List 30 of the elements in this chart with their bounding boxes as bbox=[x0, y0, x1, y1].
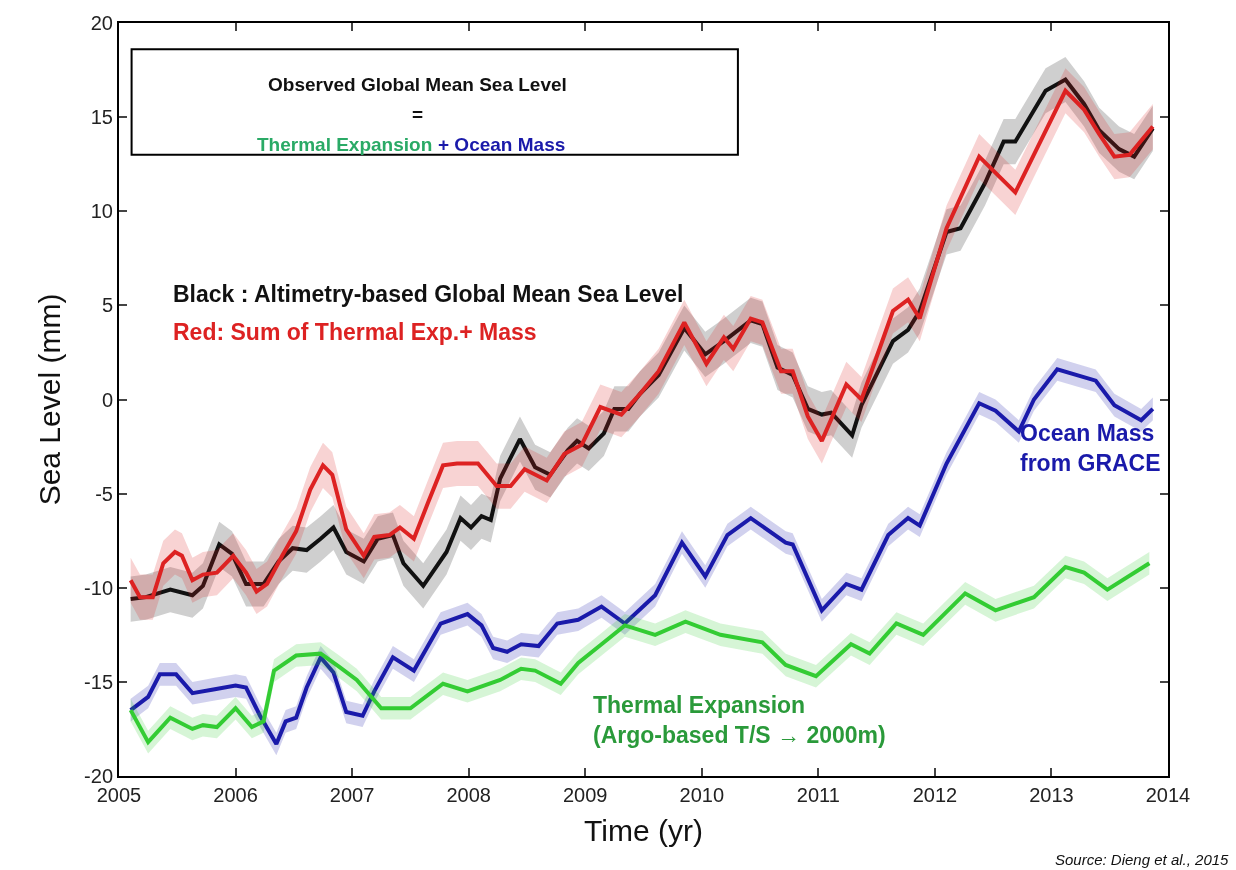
y-tick-label: 20 bbox=[90, 12, 113, 34]
y-tick-label: 0 bbox=[101, 388, 113, 411]
annotation: Thermal Expansion bbox=[257, 134, 433, 155]
annotation: + Ocean Mass bbox=[438, 134, 566, 155]
text: Red: Sum of Thermal Exp.+ Mass bbox=[173, 319, 537, 345]
x-tick-label: 2006 bbox=[213, 784, 258, 806]
annotation: Observed Global Mean Sea Level bbox=[268, 74, 567, 95]
y-tick-label: 5 bbox=[101, 294, 113, 317]
x-tick-label: 2012 bbox=[912, 784, 958, 806]
series-label: Black : Altimetry-based Global Mean Sea Level bbox=[173, 281, 684, 307]
x-tick-label: 2010 bbox=[679, 784, 725, 806]
y-axis-title: Sea Level (mm) bbox=[32, 293, 66, 506]
y-tick-label: 15 bbox=[90, 106, 113, 129]
y-tick-label: 10 bbox=[90, 200, 113, 223]
y-tick-label: -10 bbox=[84, 576, 113, 599]
x-tick-label: 2008 bbox=[446, 784, 491, 806]
x-tick-label: 2005 bbox=[96, 784, 142, 806]
x-tick-label: 2009 bbox=[562, 784, 608, 806]
annotation: = bbox=[412, 104, 424, 125]
x-tick-label: 2011 bbox=[796, 784, 840, 806]
x-tick-label: 2007 bbox=[329, 784, 375, 806]
series-label: Ocean Mass from GRACE bbox=[1020, 420, 1161, 476]
x-tick-label: 2013 bbox=[1029, 784, 1074, 806]
y-tick-label: -15 bbox=[84, 670, 113, 693]
y-tick-label: -20 bbox=[84, 765, 113, 787]
y-tick-label: -5 bbox=[95, 482, 113, 505]
series-label: Thermal Expansion (Argo-based T/S → 2000m) bbox=[593, 692, 886, 748]
source-note: Source: Dieng et al., 2015 bbox=[1055, 851, 1230, 868]
x-tick-label: 2014 bbox=[1145, 784, 1191, 806]
x-axis-title: Time (yr) bbox=[584, 814, 703, 847]
